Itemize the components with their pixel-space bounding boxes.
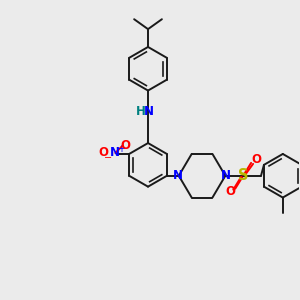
Text: −: − bbox=[104, 153, 112, 163]
Text: S: S bbox=[238, 168, 248, 183]
Text: O: O bbox=[120, 139, 130, 152]
Text: N: N bbox=[144, 105, 154, 118]
Text: N: N bbox=[221, 169, 231, 182]
Text: O: O bbox=[251, 153, 261, 167]
Text: +: + bbox=[117, 144, 125, 154]
Text: H: H bbox=[136, 105, 146, 118]
Text: O: O bbox=[98, 146, 108, 160]
Text: N: N bbox=[173, 169, 183, 182]
Text: N: N bbox=[110, 146, 120, 160]
Text: O: O bbox=[225, 185, 235, 198]
